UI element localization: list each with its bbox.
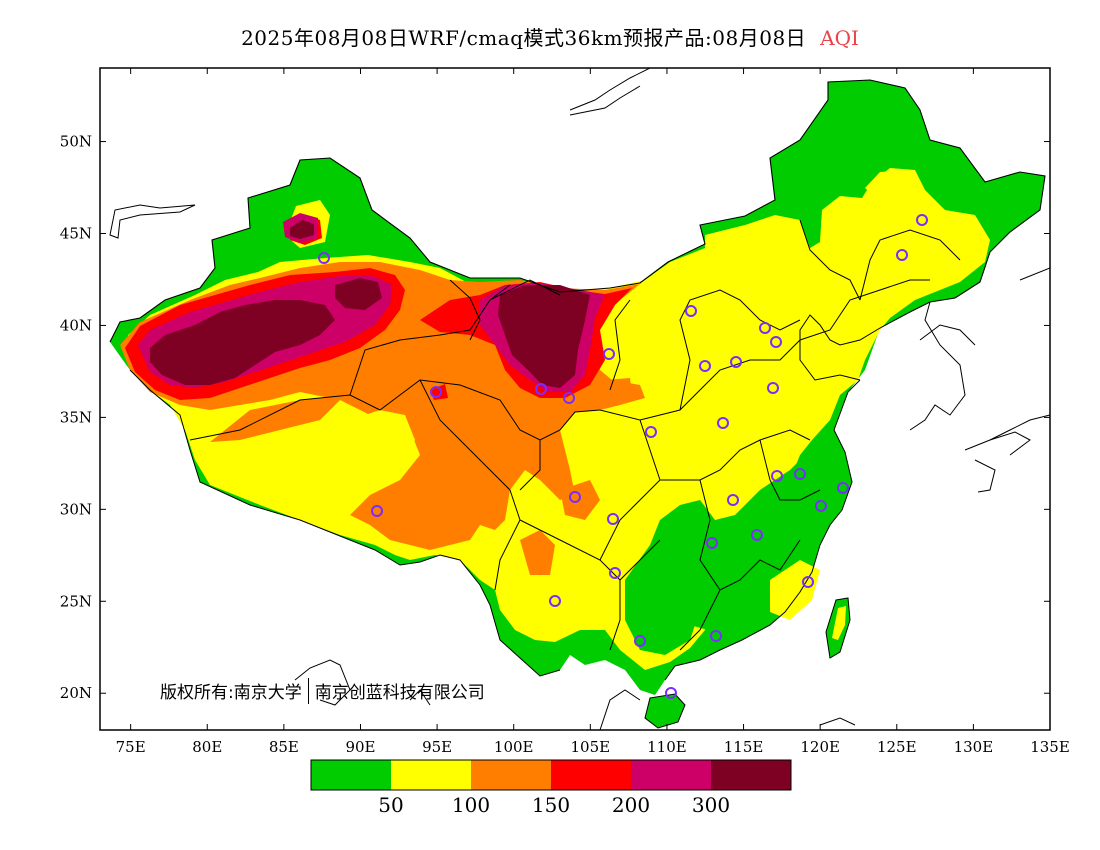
city-station-marker [430, 386, 442, 398]
legend-swatch-5 [631, 760, 711, 790]
city-station-marker [916, 214, 928, 226]
lon-tick-label: 115E [724, 738, 764, 756]
copyright-separator [307, 678, 309, 704]
lon-tick-label: 135E [1030, 738, 1070, 756]
copyright-right: 南京创蓝科技有限公司 [314, 683, 485, 703]
lat-tick-label: 20N [60, 684, 92, 702]
city-station-marker [794, 468, 806, 480]
city-station-marker [549, 595, 561, 607]
city-station-marker [634, 635, 646, 647]
legend-swatch-1 [311, 760, 391, 790]
coastlines [109, 68, 1050, 730]
city-station-marker [607, 513, 619, 525]
city-station-marker [706, 537, 718, 549]
legend-label-5: 300 [692, 793, 730, 817]
city-station-marker [896, 249, 908, 261]
map-frame [99, 67, 1051, 731]
lon-tick-label: 95E [422, 738, 452, 756]
lat-tick-label: 25N [60, 592, 92, 610]
china-outline [109, 79, 1046, 343]
legend-border [310, 759, 792, 791]
legend-label-4: 200 [612, 793, 650, 817]
lon-tick-label: 100E [494, 738, 534, 756]
lat-tick-label: 45N [60, 225, 92, 243]
copyright-left: 版权所有:南京大学 [160, 683, 302, 703]
city-station-marker [770, 336, 782, 348]
legend-label-3: 150 [532, 793, 570, 817]
city-station-marker [751, 529, 763, 541]
aqi-zone-hainan [645, 694, 685, 728]
lon-tick-label: 85E [269, 738, 299, 756]
lon-axis: 75E 80E 85E 90E 95E 100E 105E 110E 115E 120E 125E 1… [116, 738, 1070, 756]
city-station-marker [563, 392, 575, 404]
legend-label-1: 50 [378, 793, 403, 817]
station-markers [318, 214, 928, 699]
city-station-marker [569, 491, 581, 503]
city-station-marker [771, 470, 783, 482]
city-station-marker [371, 505, 383, 517]
city-station-marker [535, 383, 547, 395]
lon-tick-label: 90E [345, 738, 375, 756]
lat-axis: 20N 25N 30N 35N 40N 45N 50N [60, 133, 92, 703]
lat-tick-label: 30N [60, 500, 92, 518]
city-station-marker [645, 426, 657, 438]
city-station-marker [699, 360, 711, 372]
city-station-marker [318, 252, 330, 264]
lon-tick-label: 110E [647, 738, 687, 756]
city-station-marker [730, 356, 742, 368]
city-station-marker [710, 630, 722, 642]
city-station-marker [767, 382, 779, 394]
legend-swatch-2 [391, 760, 471, 790]
city-station-marker [609, 567, 621, 579]
province-borders [189, 219, 961, 651]
city-station-marker [759, 322, 771, 334]
lon-tick-label: 130E [954, 738, 994, 756]
legend-swatch-4 [551, 760, 631, 790]
lat-tick-label: 50N [60, 133, 92, 151]
city-station-marker [665, 687, 677, 699]
city-station-marker [727, 494, 739, 506]
title-main: 2025年08月08日WRF/cmaq模式36km预报产品:08月08日 [241, 26, 807, 50]
map-title: 2025年08月08日WRF/cmaq模式36km预报产品:08月08日 AQI [0, 22, 1100, 52]
copyright-notice: 版权所有:南京大学 南京创蓝科技有限公司 [160, 678, 485, 704]
lon-tick-label: 80E [192, 738, 222, 756]
legend-labels: 50 100 150 200 300 [378, 793, 730, 817]
lon-tick-label: 125E [877, 738, 917, 756]
lon-tick-label: 75E [116, 738, 146, 756]
city-station-marker [603, 348, 615, 360]
lon-tick-label: 120E [800, 738, 840, 756]
aqi-zone-maroon [150, 300, 335, 385]
city-station-marker [685, 305, 697, 317]
legend-label-2: 100 [452, 793, 490, 817]
city-station-marker [802, 576, 814, 588]
legend-swatch-3 [471, 760, 551, 790]
aqi-legend [310, 759, 792, 791]
title-variable: AQI [820, 26, 859, 50]
lon-tick-label: 105E [571, 738, 611, 756]
city-station-marker [837, 482, 849, 494]
city-station-marker [815, 500, 827, 512]
lat-tick-label: 35N [60, 408, 92, 426]
city-station-marker [717, 417, 729, 429]
lat-tick-label: 40N [60, 316, 92, 334]
legend-swatch-6 [711, 760, 791, 790]
axis-ticks [100, 68, 1051, 730]
